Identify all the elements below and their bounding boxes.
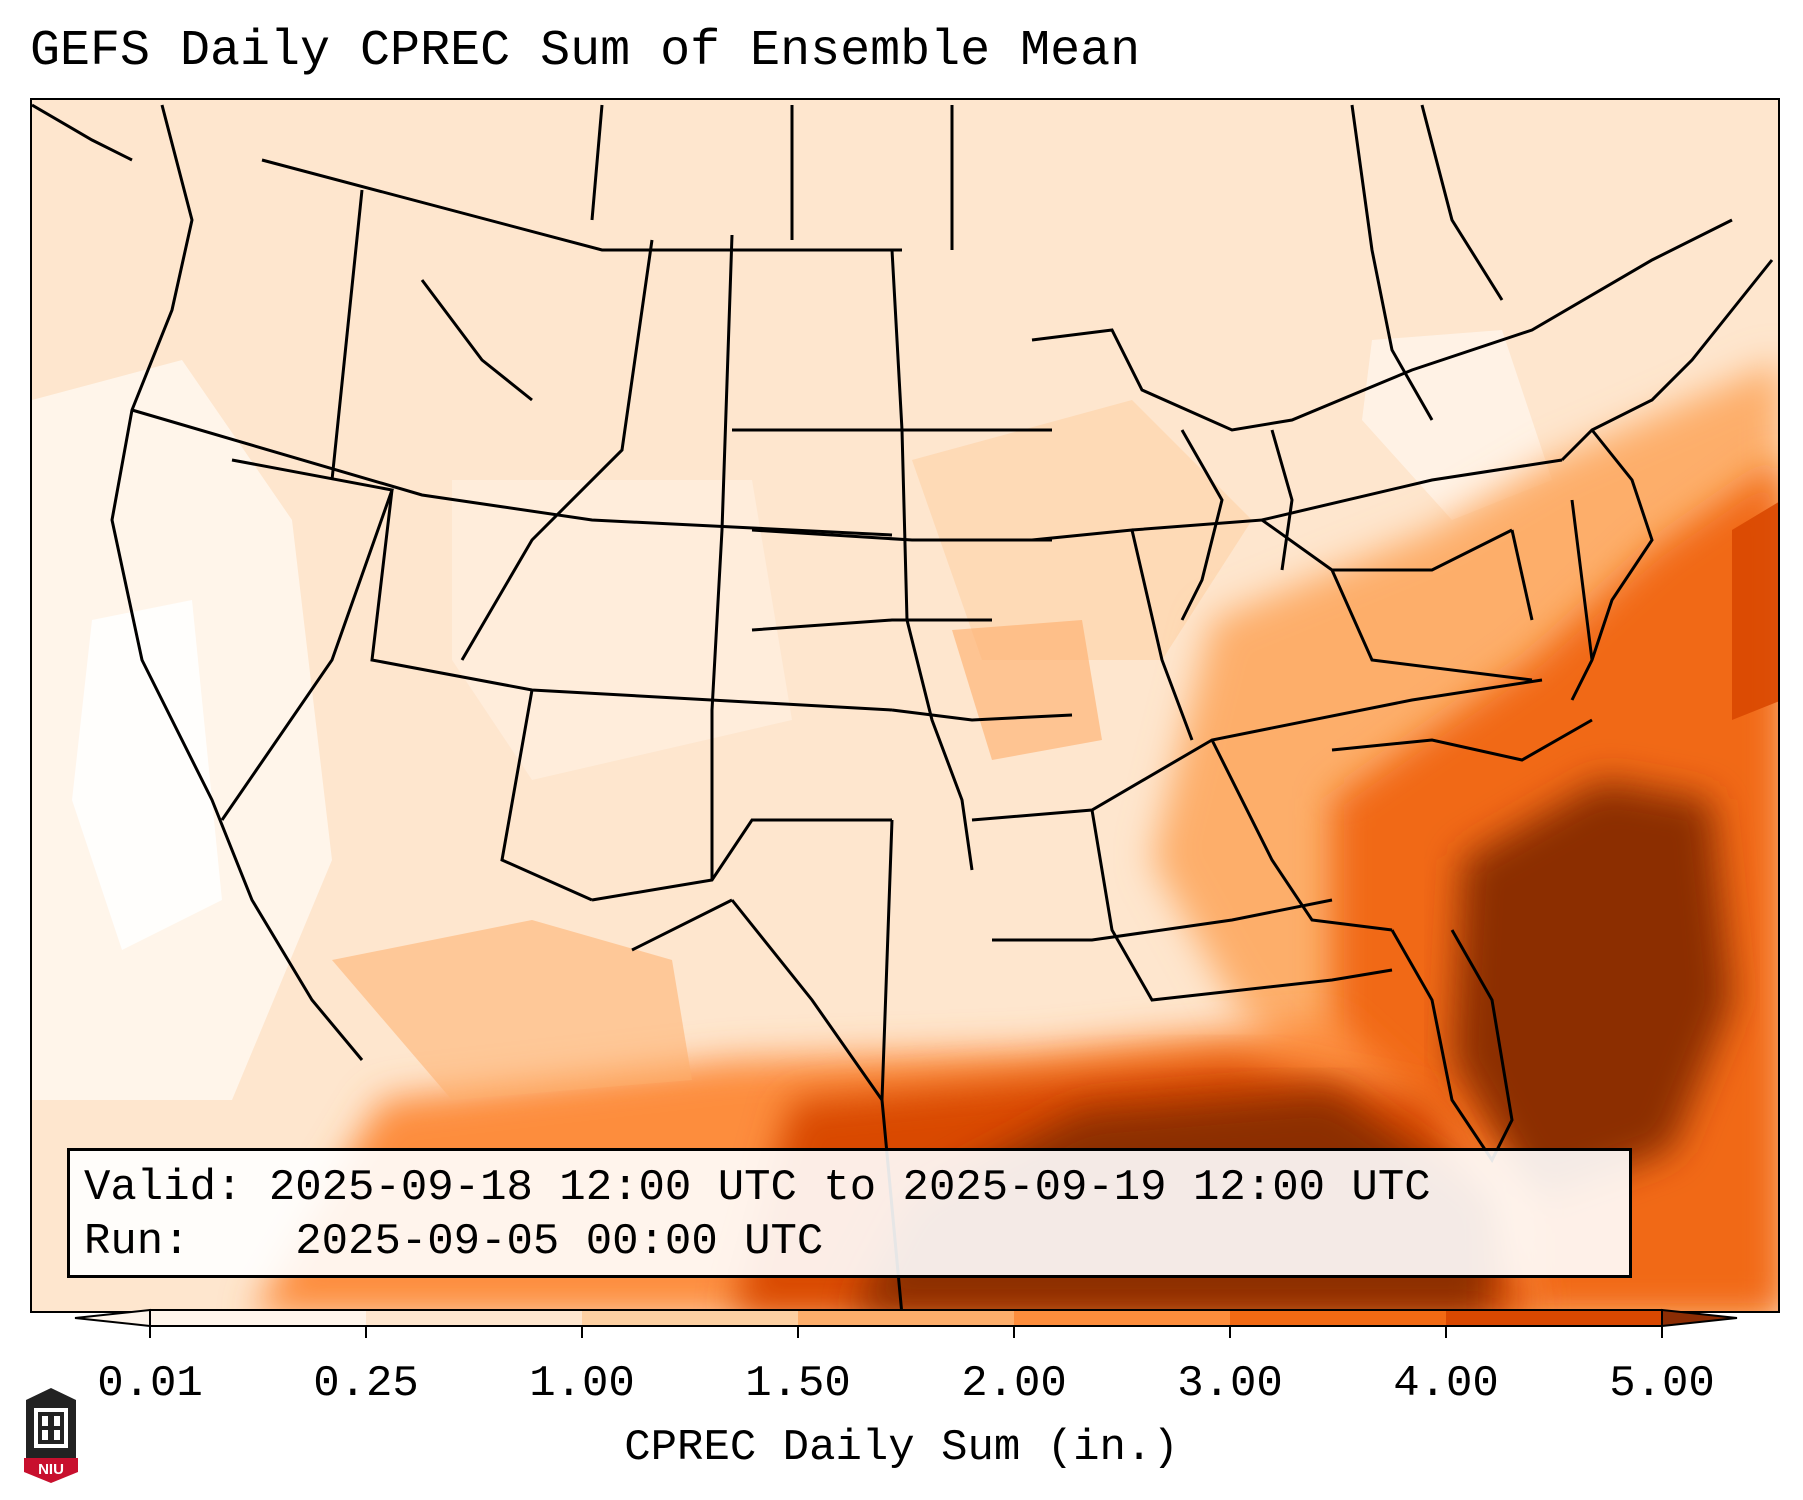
chart-title: GEFS Daily CPREC Sum of Ensemble Mean [30, 23, 1141, 80]
colorbar-tick-label: 1.50 [745, 1359, 851, 1409]
niu-logo-icon: NIU [24, 1388, 78, 1483]
colorbar-segment [1014, 1310, 1231, 1326]
colorbar-segments [74, 1308, 1738, 1328]
valid-time-range: 2025-09-18 12:00 UTC to 2025-09-19 12:00… [268, 1163, 1431, 1213]
colorbar-segment [1230, 1310, 1447, 1326]
colorbar-segment [798, 1310, 1015, 1326]
run-time: 2025-09-05 00:00 UTC [295, 1217, 824, 1267]
colorbar-tick-label: 5.00 [1609, 1359, 1715, 1409]
colorbar-tick-label: 4.00 [1393, 1359, 1499, 1409]
valid-label: Valid: [84, 1163, 243, 1213]
colorbar-tick-label: 0.01 [97, 1359, 203, 1409]
colorbar-tick-label: 1.00 [529, 1359, 635, 1409]
logo-text: NIU [38, 1461, 64, 1478]
colorbar-tick-label: 2.00 [961, 1359, 1067, 1409]
colorbar-outline [149, 1309, 1663, 1327]
colorbar-tick-label: 0.25 [313, 1359, 419, 1409]
colorbar-extend-low [74, 1308, 151, 1328]
colorbar-tick-label: 3.00 [1177, 1359, 1283, 1409]
colorbar-segment [582, 1310, 799, 1326]
map-panel [30, 98, 1780, 1313]
boundary-lines [32, 103, 1774, 1311]
colorbar-label: CPREC Daily Sum (in.) [624, 1423, 1179, 1473]
colorbar [74, 1308, 1738, 1338]
run-label: Run: [84, 1217, 190, 1267]
precipitation-map [32, 100, 1778, 1311]
colorbar-extend-high [1661, 1308, 1738, 1328]
colorbar-segment [150, 1310, 367, 1326]
colorbar-segment [366, 1310, 583, 1326]
colorbar-ticks [149, 1326, 1663, 1338]
colorbar-segment [1446, 1310, 1663, 1326]
precip-shading [32, 100, 1778, 1311]
run-info-box: Valid: 2025-09-18 12:00 UTC to 2025-09-1… [67, 1148, 1632, 1278]
